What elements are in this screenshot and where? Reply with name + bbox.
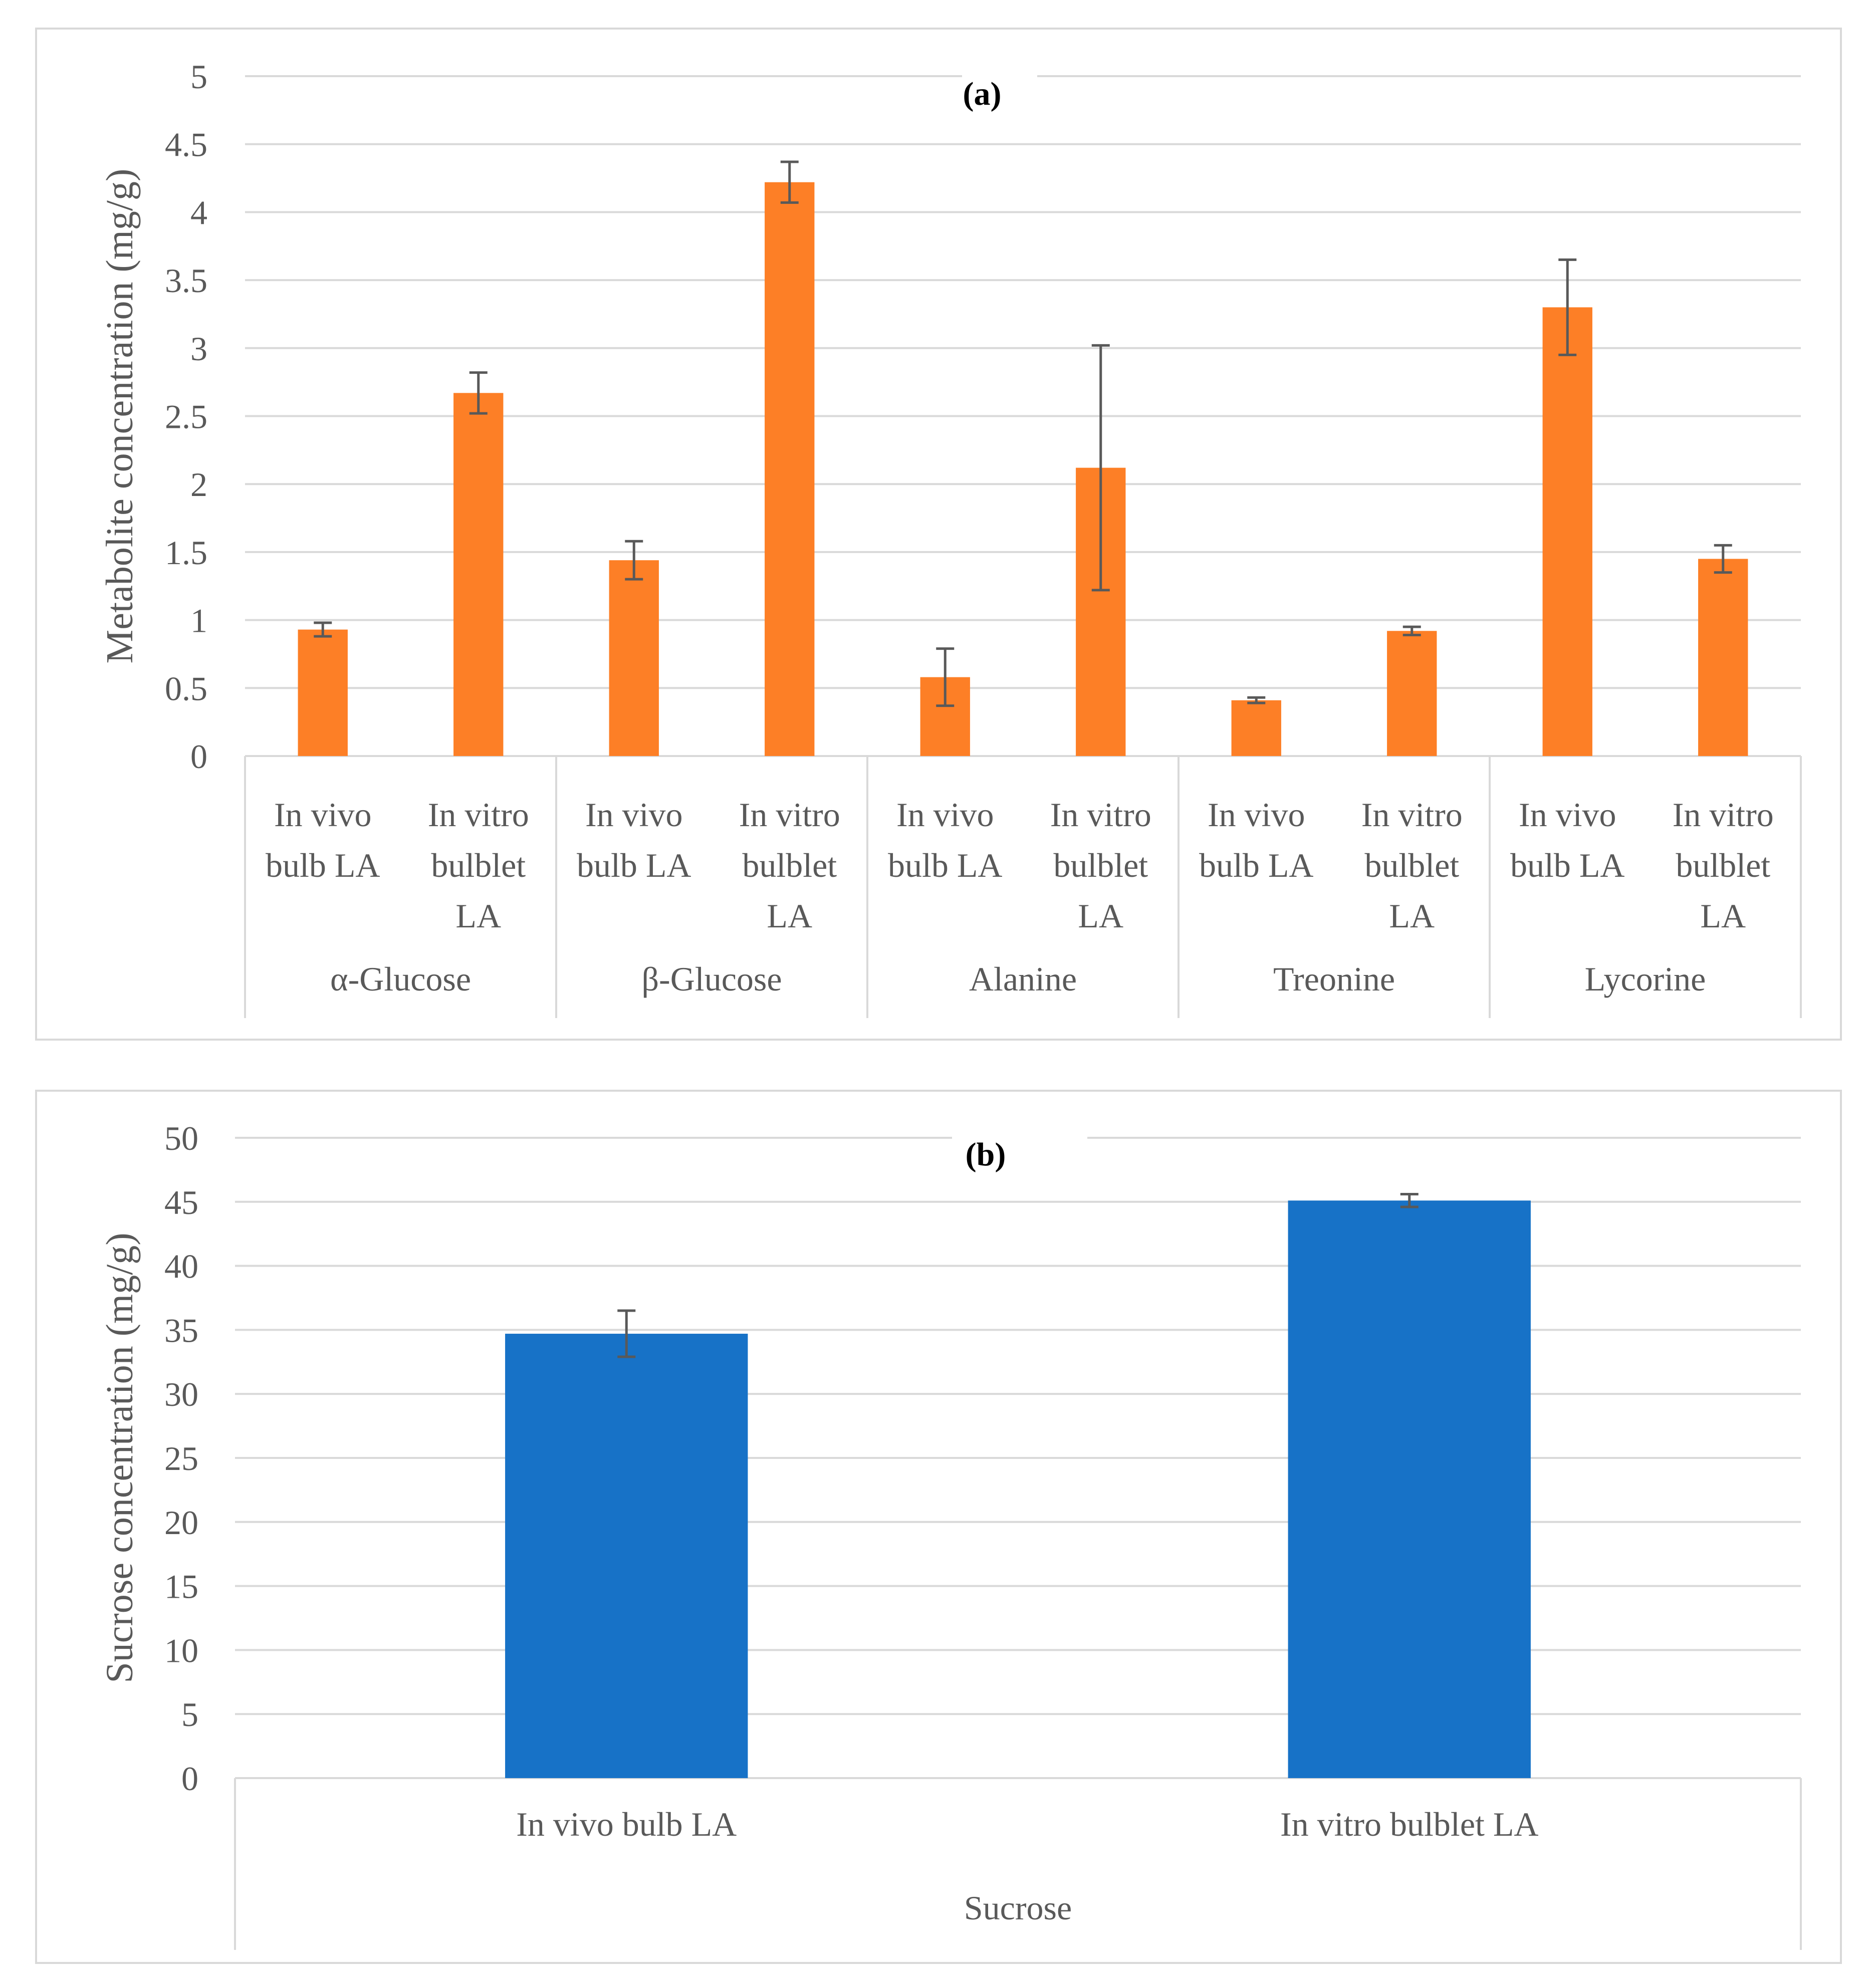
x-group-label: Alanine [969, 960, 1077, 998]
y-tick-label: 50 [164, 1119, 198, 1157]
x-category-label: In vivo [1519, 796, 1616, 834]
bar [298, 629, 348, 756]
chart-b: 0 5 10 15 20 25 30 35 40 45 50 In vivo bulb LA In vi… [99, 1119, 1802, 1950]
y-tick-label: 45 [164, 1183, 198, 1221]
y-tick-label: 3.5 [165, 262, 207, 300]
y-tick-label: 0 [190, 737, 207, 776]
bar [1231, 700, 1281, 756]
y-tick-label: 2 [190, 465, 207, 504]
bar [765, 182, 815, 756]
x-category-label: LA [1700, 897, 1746, 935]
y-tick-label: 3 [190, 330, 207, 368]
y-tick-label: 35 [164, 1311, 198, 1349]
y-tick-label: 40 [164, 1248, 198, 1286]
x-group-label: α-Glucose [330, 960, 471, 998]
x-category-label: In vivo [585, 796, 683, 834]
chart-panel-a: 0 0.5 1 1.5 2 2.5 3 3.5 4 4.5 5 In vivo bulb LA In vi… [35, 28, 1842, 1041]
x-category-label: In vitro [1050, 796, 1151, 834]
x-category-label: In vivo bulb LA [516, 1805, 737, 1843]
x-group-label: Treonine [1273, 960, 1395, 998]
x-category-label: In vitro [739, 796, 840, 834]
y-tick-label: 5 [190, 58, 207, 96]
y-tick-label: 1 [190, 602, 207, 640]
chart-panel-b: 0 5 10 15 20 25 30 35 40 45 50 In vivo bulb LA In vi… [35, 1090, 1842, 1964]
x-category-label: LA [767, 897, 812, 935]
y-tick-label: 5 [181, 1695, 198, 1733]
x-category-label: bulb LA [888, 846, 1003, 884]
x-category-label: In vivo [896, 796, 994, 834]
chart-title: (b) [966, 1136, 1006, 1173]
y-axis-title: Sucrose concentration (mg/g) [99, 1232, 141, 1683]
x-category-label: bulb LA [266, 846, 380, 884]
y-tick-label: 25 [164, 1439, 198, 1477]
x-category-label: In vitro [428, 796, 529, 834]
x-category-label: LA [1389, 897, 1435, 935]
bar [609, 560, 659, 756]
x-category-label: In vivo [274, 796, 372, 834]
y-axis-title: Metabolite concentration (mg/g) [99, 169, 141, 664]
chart-title: (a) [963, 76, 1002, 112]
bar [453, 393, 504, 756]
chart-a: 0 0.5 1 1.5 2 2.5 3 3.5 4 4.5 5 In vivo bulb LA In vi… [99, 58, 1802, 1018]
x-category-label: bulblet [1364, 846, 1459, 884]
bar [505, 1334, 748, 1778]
x-category-label: bulblet [431, 846, 526, 884]
y-tick-label: 0.5 [165, 669, 207, 707]
x-category-label: bulb LA [577, 846, 691, 884]
x-category-label: bulblet [1053, 846, 1148, 884]
x-category-label: In vitro bulblet LA [1280, 1805, 1539, 1843]
x-group-label: β-Glucose [641, 960, 782, 998]
y-tick-label: 20 [164, 1504, 198, 1542]
y-tick-label: 2.5 [165, 398, 207, 436]
x-category-label: In vitro [1361, 796, 1463, 834]
y-tick-label: 10 [164, 1631, 198, 1669]
y-tick-label: 15 [164, 1568, 198, 1606]
x-category-label: In vitro [1673, 796, 1774, 834]
x-category-label: bulb LA [1510, 846, 1625, 884]
y-tick-label: 0 [181, 1760, 198, 1798]
x-category-label: LA [455, 897, 501, 935]
x-category-label: In vivo [1208, 796, 1305, 834]
x-category-label: bulb LA [1199, 846, 1314, 884]
x-category-label: LA [1078, 897, 1123, 935]
bar [1288, 1200, 1531, 1778]
y-tick-label: 4.5 [165, 126, 207, 164]
x-group-label: Sucrose [964, 1889, 1072, 1927]
bar [1542, 307, 1592, 756]
y-tick-label: 4 [190, 193, 207, 231]
x-category-label: bulblet [1676, 846, 1770, 884]
y-tick-label: 1.5 [165, 534, 207, 572]
y-tick-label: 30 [164, 1375, 198, 1413]
x-group-label: Lycorine [1585, 960, 1706, 998]
bar [1387, 631, 1437, 756]
bar [1698, 559, 1748, 756]
x-category-label: bulblet [742, 846, 837, 884]
